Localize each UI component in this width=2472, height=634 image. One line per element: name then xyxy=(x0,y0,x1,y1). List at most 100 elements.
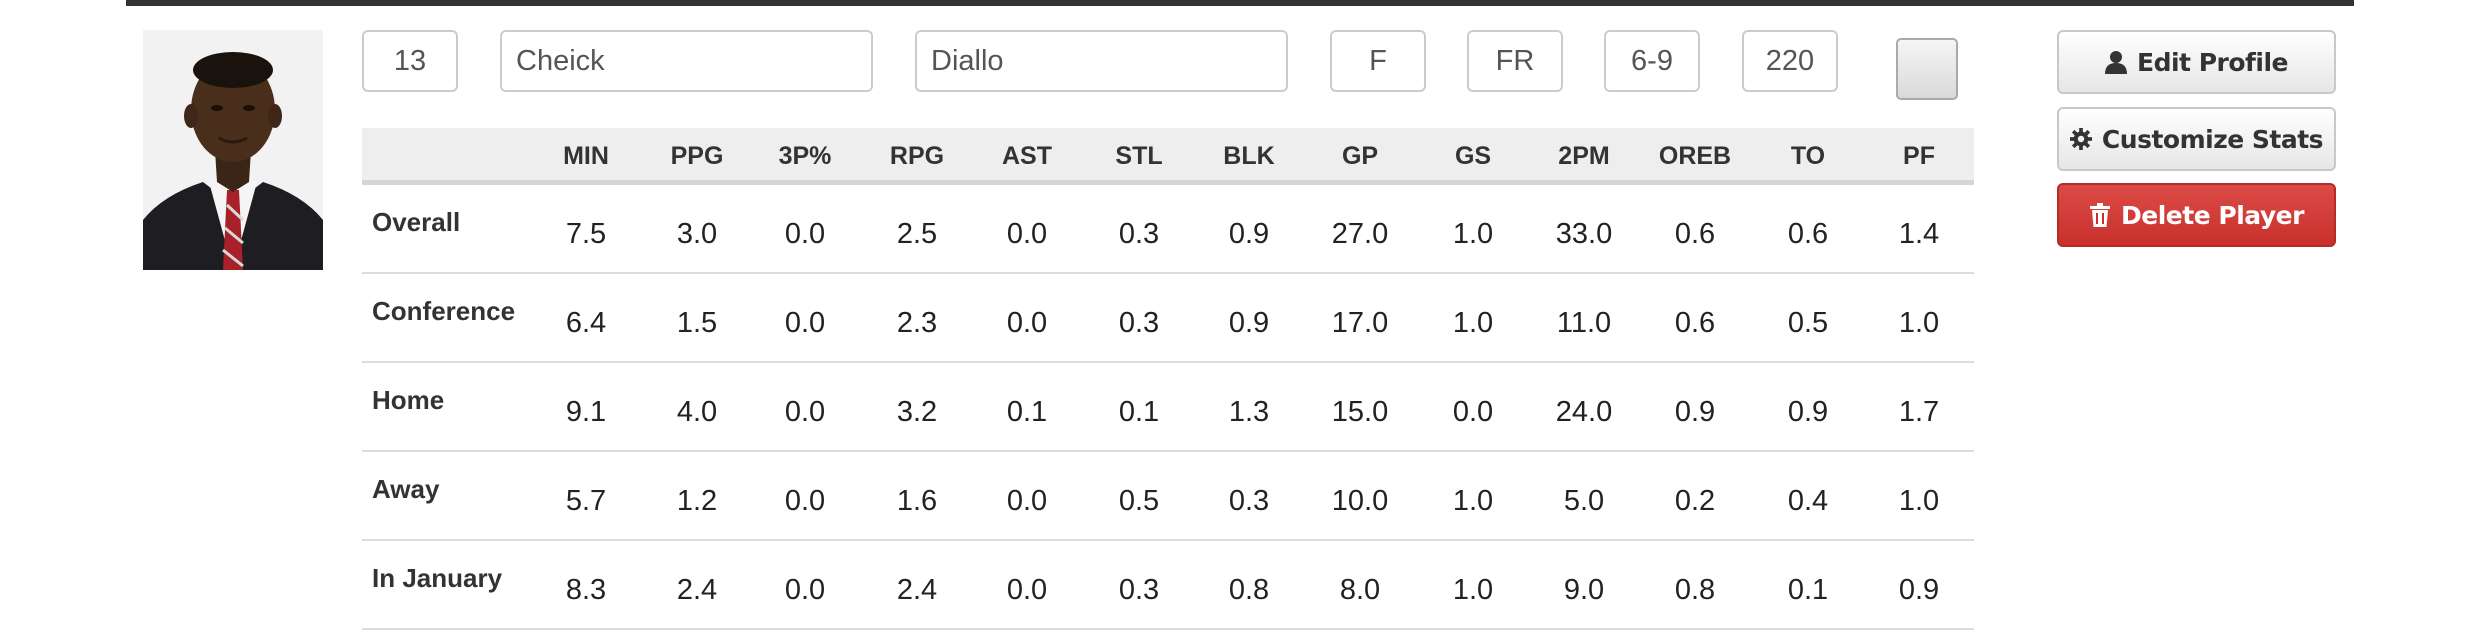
row-label: Conference xyxy=(372,296,516,326)
stat-cell: 5.7 xyxy=(565,485,607,517)
delete-player-button[interactable]: Delete Player xyxy=(2057,183,2336,247)
stat-cell: 11.0 xyxy=(1556,307,1612,339)
stat-cell: 0.0 xyxy=(784,396,826,428)
stat-cell: 0.8 xyxy=(1228,574,1270,606)
stat-cell: 10.0 xyxy=(1331,485,1389,517)
column-header: GS xyxy=(1454,142,1492,170)
stat-cell: 24.0 xyxy=(1555,396,1613,428)
stat-cell: 0.0 xyxy=(1006,218,1048,250)
edit-profile-button[interactable]: Edit Profile xyxy=(2057,30,2336,94)
stat-cell: 1.2 xyxy=(676,485,718,517)
stat-cell: 2.5 xyxy=(896,218,938,250)
column-header: MIN xyxy=(563,142,609,170)
stats-table: MIN PPG 3P% RPG AST STL BLK GP GS 2PM OREB TO PF Ove… xyxy=(362,128,1974,630)
stat-cell: 1.0 xyxy=(1898,485,1940,517)
stat-cell: 0.0 xyxy=(784,485,826,517)
player-checkbox[interactable] xyxy=(1896,38,1958,100)
edit-profile-label: Edit Profile xyxy=(2137,47,2289,77)
stat-cell: 2.4 xyxy=(896,574,938,606)
stat-cell: 0.5 xyxy=(1118,485,1160,517)
column-header: STL xyxy=(1115,142,1163,170)
jersey-number-input[interactable] xyxy=(362,30,458,92)
stat-cell: 0.0 xyxy=(1452,396,1494,428)
top-rule xyxy=(126,0,2354,6)
stat-cell: 15.0 xyxy=(1331,396,1389,428)
stat-cell: 0.0 xyxy=(1006,574,1048,606)
stat-cell: 1.0 xyxy=(1898,307,1940,339)
table-row: Overall 7.5 3.0 0.0 2.5 0.0 0.3 0.9 27.0 1.0 33.0 0… xyxy=(362,185,1974,274)
stat-cell: 5.0 xyxy=(1563,485,1605,517)
stat-cell: 3.2 xyxy=(896,396,938,428)
stat-cell: 0.1 xyxy=(1006,396,1048,428)
column-header: PPG xyxy=(670,142,724,170)
table-row: Conference 6.4 1.5 0.0 2.3 0.0 0.3 0.9 17.0 1.0 11… xyxy=(362,274,1974,363)
row-label: Overall xyxy=(372,207,461,237)
stat-cell: 0.9 xyxy=(1898,574,1940,606)
stat-cell: 0.0 xyxy=(1006,485,1048,517)
customize-stats-button[interactable]: Customize Stats xyxy=(2057,107,2336,171)
column-header: BLK xyxy=(1223,142,1275,170)
stat-cell: 17.0 xyxy=(1331,307,1389,339)
first-name-input[interactable] xyxy=(500,30,873,92)
stats-table-body: Overall 7.5 3.0 0.0 2.5 0.0 0.3 0.9 27.0 1.0 33.0 0… xyxy=(362,185,1974,630)
column-header: RPG xyxy=(889,142,945,170)
stat-cell: 8.0 xyxy=(1339,574,1381,606)
stat-cell: 0.1 xyxy=(1118,396,1160,428)
column-header: OREB xyxy=(1658,142,1732,170)
trash-icon xyxy=(2089,203,2111,227)
column-header: TO xyxy=(1790,142,1826,170)
position-input[interactable] xyxy=(1330,30,1426,92)
stat-cell: 9.0 xyxy=(1563,574,1605,606)
stat-cell: 1.5 xyxy=(676,307,718,339)
row-label: Away xyxy=(372,474,440,504)
stat-cell: 2.4 xyxy=(676,574,718,606)
table-row: Away 5.7 1.2 0.0 1.6 0.0 0.5 0.3 10.0 1.0 5.0 0.2 0.… xyxy=(362,452,1974,541)
last-name-input[interactable] xyxy=(915,30,1288,92)
stat-cell: 1.6 xyxy=(896,485,938,517)
column-header: 3P% xyxy=(778,142,832,170)
stat-cell: 0.9 xyxy=(1787,396,1829,428)
stat-cell: 0.8 xyxy=(1674,574,1716,606)
stat-cell: 0.3 xyxy=(1228,485,1270,517)
customize-stats-label: Customize Stats xyxy=(2101,124,2324,154)
stat-cell: 0.9 xyxy=(1674,396,1716,428)
column-header: AST xyxy=(1002,142,1052,170)
column-header: GP xyxy=(1341,142,1379,170)
stat-cell: 8.3 xyxy=(565,574,607,606)
gear-icon xyxy=(2069,127,2092,151)
stat-cell: 0.5 xyxy=(1787,307,1829,339)
stat-cell: 0.3 xyxy=(1118,307,1160,339)
stat-cell: 0.2 xyxy=(1674,485,1716,517)
stat-cell: 1.4 xyxy=(1898,218,1940,250)
table-row: Home 9.1 4.0 0.0 3.2 0.1 0.1 1.3 15.0 0.0 24.0 0.9 0… xyxy=(362,363,1974,452)
stat-cell: 0.9 xyxy=(1228,307,1270,339)
stat-cell: 0.0 xyxy=(784,218,826,250)
stat-cell: 1.0 xyxy=(1452,574,1494,606)
delete-player-label: Delete Player xyxy=(2121,200,2304,230)
stat-cell: 1.0 xyxy=(1452,307,1494,339)
stat-cell: 0.9 xyxy=(1228,218,1270,250)
stat-cell: 33.0 xyxy=(1555,218,1613,250)
stat-cell: 1.7 xyxy=(1898,396,1940,428)
stats-table-header: MIN PPG 3P% RPG AST STL BLK GP GS 2PM OREB TO PF xyxy=(362,128,1974,185)
stat-cell: 0.0 xyxy=(1006,307,1048,339)
stat-cell: 1.3 xyxy=(1228,396,1270,428)
row-label: In January xyxy=(372,563,503,593)
stat-cell: 0.0 xyxy=(784,307,826,339)
stat-cell: 0.4 xyxy=(1787,485,1829,517)
stat-cell: 0.6 xyxy=(1674,218,1716,250)
stat-cell: 0.6 xyxy=(1787,218,1829,250)
height-input[interactable] xyxy=(1604,30,1700,92)
stat-cell: 0.1 xyxy=(1787,574,1829,606)
user-icon xyxy=(2105,50,2127,74)
stat-cell: 0.0 xyxy=(784,574,826,606)
weight-input[interactable] xyxy=(1742,30,1838,92)
stat-cell: 7.5 xyxy=(565,218,607,250)
stat-cell: 4.0 xyxy=(676,396,718,428)
stat-cell: 3.0 xyxy=(676,218,718,250)
column-header: 2PM xyxy=(1558,142,1610,170)
stat-cell: 1.0 xyxy=(1452,485,1494,517)
stat-cell: 0.6 xyxy=(1674,307,1716,339)
player-photo xyxy=(143,30,323,270)
class-year-input[interactable] xyxy=(1467,30,1563,92)
